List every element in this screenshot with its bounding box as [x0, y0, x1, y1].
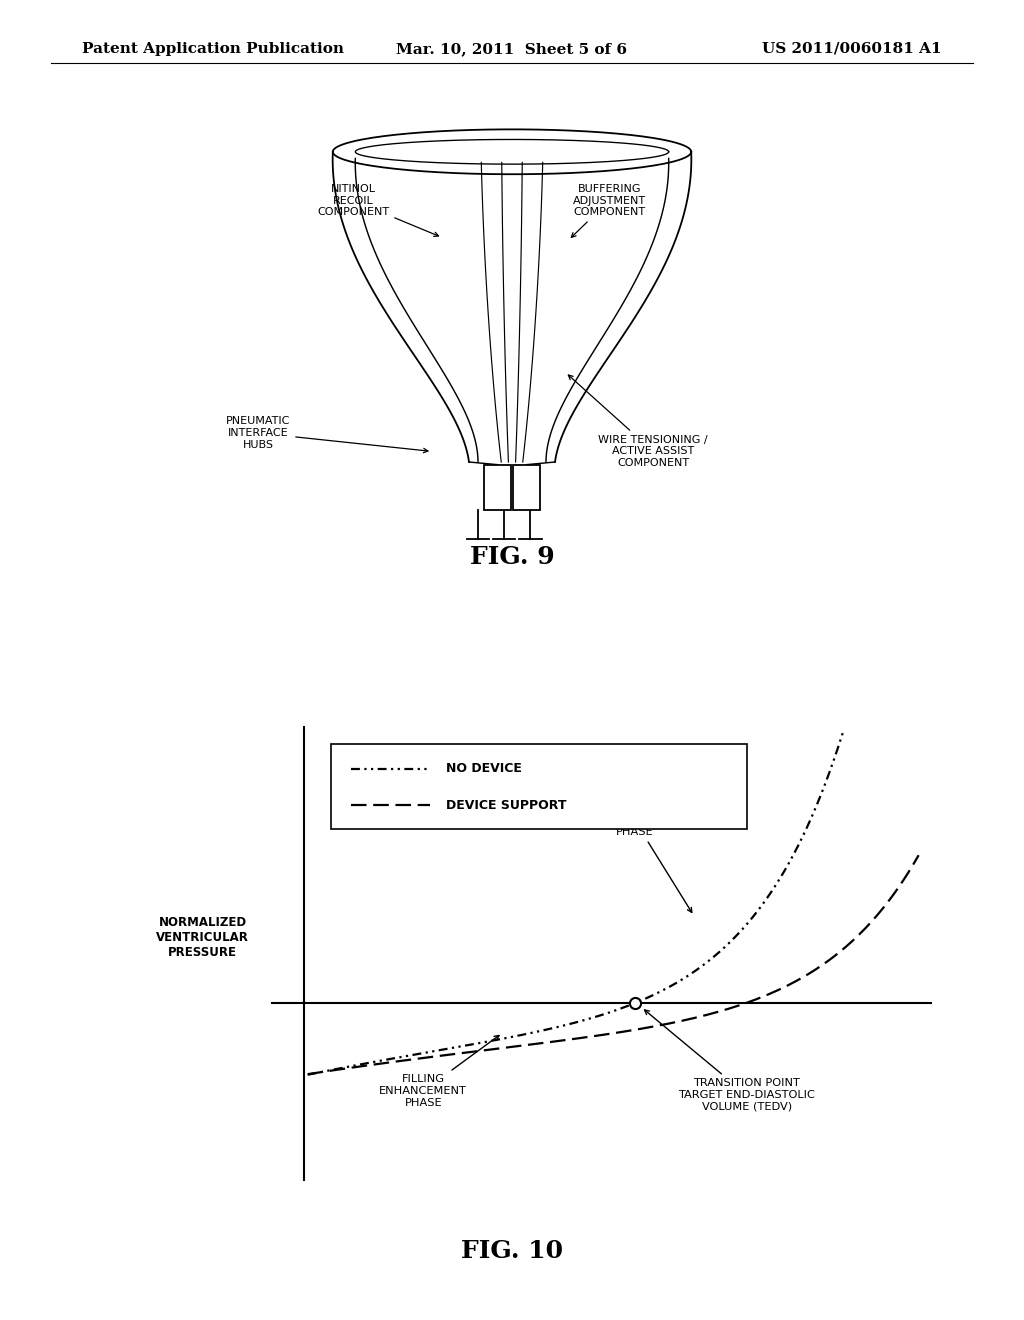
- Text: US 2011/0060181 A1: US 2011/0060181 A1: [763, 42, 942, 55]
- Text: Patent Application Publication: Patent Application Publication: [82, 42, 344, 55]
- Text: PNEUMATIC
INTERFACE
HUBS: PNEUMATIC INTERFACE HUBS: [226, 416, 428, 453]
- FancyBboxPatch shape: [331, 744, 746, 829]
- Text: NO DEVICE: NO DEVICE: [446, 762, 522, 775]
- Text: WIRE TENSIONING /
ACTIVE ASSIST
COMPONENT: WIRE TENSIONING / ACTIVE ASSIST COMPONEN…: [568, 375, 709, 469]
- Text: NORMALIZED VENTRICULAR VOLUME: NORMALIZED VENTRICULAR VOLUME: [480, 1168, 724, 1181]
- Text: FILLING
IMPEDIMENT
PHASE: FILLING IMPEDIMENT PHASE: [599, 804, 692, 912]
- Text: TRANSITION POINT
TARGET END-DIASTOLIC
VOLUME (TEDV): TRANSITION POINT TARGET END-DIASTOLIC VO…: [644, 1010, 815, 1111]
- Text: Mar. 10, 2011  Sheet 5 of 6: Mar. 10, 2011 Sheet 5 of 6: [396, 42, 628, 55]
- Bar: [484, 465, 511, 510]
- Text: BUFFERING
ADJUSTMENT
COMPONENT: BUFFERING ADJUSTMENT COMPONENT: [571, 183, 646, 238]
- Text: NITINOL
RECOIL
COMPONENT: NITINOL RECOIL COMPONENT: [317, 183, 438, 236]
- Text: NORMALIZED
VENTRICULAR
PRESSURE: NORMALIZED VENTRICULAR PRESSURE: [157, 916, 249, 958]
- Text: DEVICE SUPPORT: DEVICE SUPPORT: [446, 799, 567, 812]
- Bar: [513, 465, 540, 510]
- Text: FIG. 9: FIG. 9: [470, 545, 554, 569]
- Text: FILLING
ENHANCEMENT
PHASE: FILLING ENHANCEMENT PHASE: [379, 1035, 499, 1107]
- Text: FIG. 10: FIG. 10: [461, 1239, 563, 1263]
